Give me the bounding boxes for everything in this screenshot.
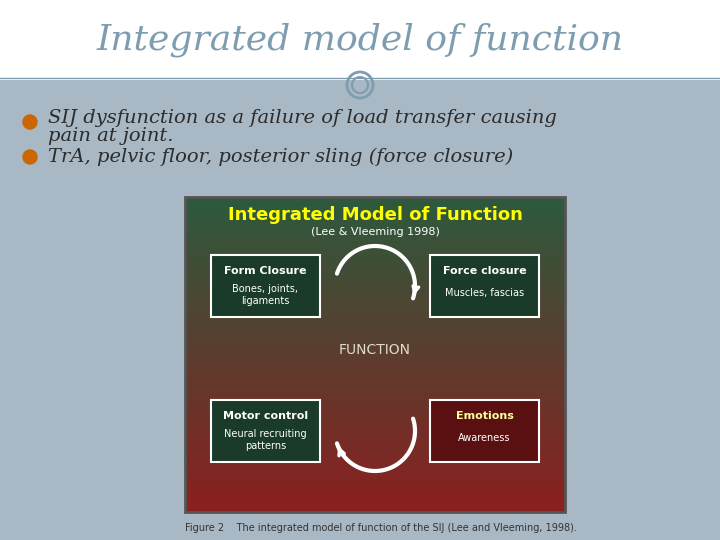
FancyBboxPatch shape: [0, 0, 720, 80]
Text: Bones, joints,
ligaments: Bones, joints, ligaments: [233, 284, 299, 306]
Text: Neural recruiting
patterns: Neural recruiting patterns: [224, 429, 307, 451]
Text: Force closure: Force closure: [443, 266, 526, 276]
FancyBboxPatch shape: [211, 400, 320, 462]
Text: (Lee & Vleeming 1998): (Lee & Vleeming 1998): [310, 227, 439, 237]
FancyBboxPatch shape: [430, 255, 539, 317]
Circle shape: [23, 150, 37, 164]
Text: TrA, pelvic floor, posterior sling (force closure): TrA, pelvic floor, posterior sling (forc…: [48, 148, 513, 166]
Text: Form Closure: Form Closure: [224, 266, 307, 276]
Circle shape: [23, 115, 37, 129]
Text: Integrated Model of Function: Integrated Model of Function: [228, 206, 523, 224]
Text: pain at joint.: pain at joint.: [48, 127, 174, 145]
Text: FUNCTION: FUNCTION: [339, 342, 411, 356]
Text: Muscles, fascias: Muscles, fascias: [445, 288, 524, 298]
FancyBboxPatch shape: [211, 255, 320, 317]
Text: SIJ dysfunction as a failure of load transfer causing: SIJ dysfunction as a failure of load tra…: [48, 109, 557, 127]
Text: Motor control: Motor control: [223, 411, 308, 421]
Text: Awareness: Awareness: [458, 433, 510, 443]
Text: Figure 2    The integrated model of function of the SIJ (Lee and Vleeming, 1998): Figure 2 The integrated model of functio…: [185, 523, 577, 533]
Text: Integrated model of function: Integrated model of function: [96, 23, 624, 57]
Text: Emotions: Emotions: [456, 411, 513, 421]
FancyBboxPatch shape: [430, 400, 539, 462]
